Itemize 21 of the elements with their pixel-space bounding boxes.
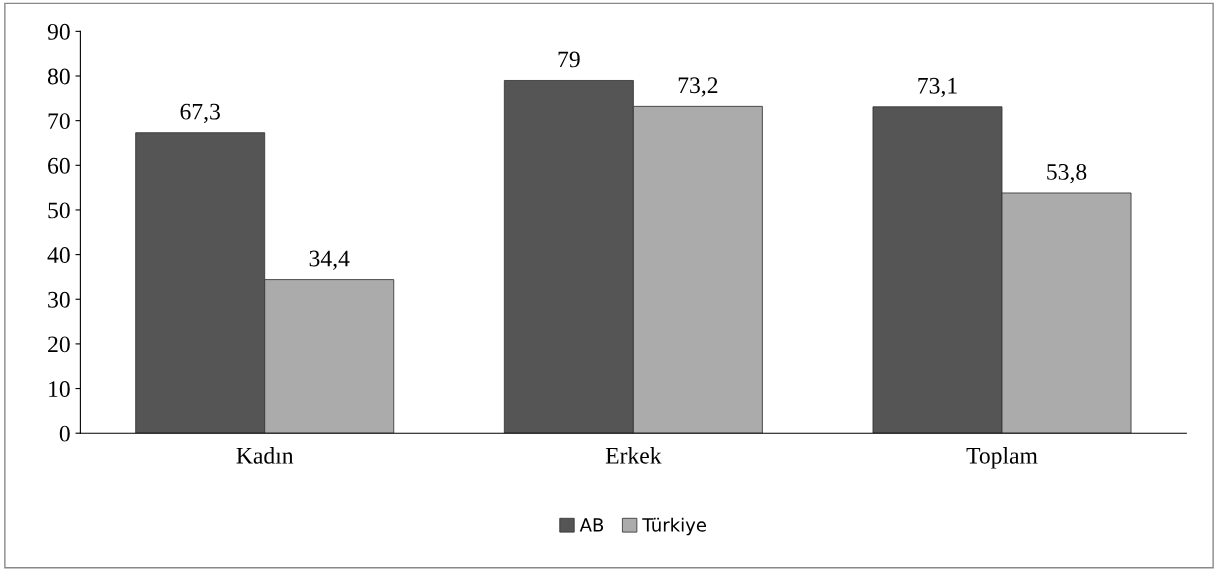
legend-label: AB	[579, 518, 604, 532]
y-tick-label: 30	[48, 291, 70, 308]
x-tick-label: Toplam	[966, 447, 1038, 469]
y-tick-label: 60	[48, 157, 70, 174]
data-label: 53,8	[1047, 163, 1087, 184]
y-tick-label: 0	[59, 425, 70, 442]
x-tick-label: Erkek	[605, 447, 662, 464]
y-tick-label: 50	[48, 202, 70, 219]
y-tick-label: 20	[48, 336, 70, 353]
y-tick-label: 70	[48, 113, 70, 130]
data-label: 67,3	[180, 103, 220, 123]
y-tick-label: 80	[47, 68, 70, 85]
data-label: 73,2	[678, 77, 718, 97]
y-tick-label: 40	[47, 247, 70, 264]
data-label: 34,4	[309, 250, 350, 270]
y-tick-label: 10	[49, 381, 70, 397]
x-tick-label: Kadın	[236, 447, 294, 464]
y-tick-label: 90	[47, 23, 70, 40]
legend-label: Türkiye	[642, 517, 706, 536]
data-label: 73,1	[918, 77, 957, 98]
data-label: 79	[558, 51, 580, 68]
